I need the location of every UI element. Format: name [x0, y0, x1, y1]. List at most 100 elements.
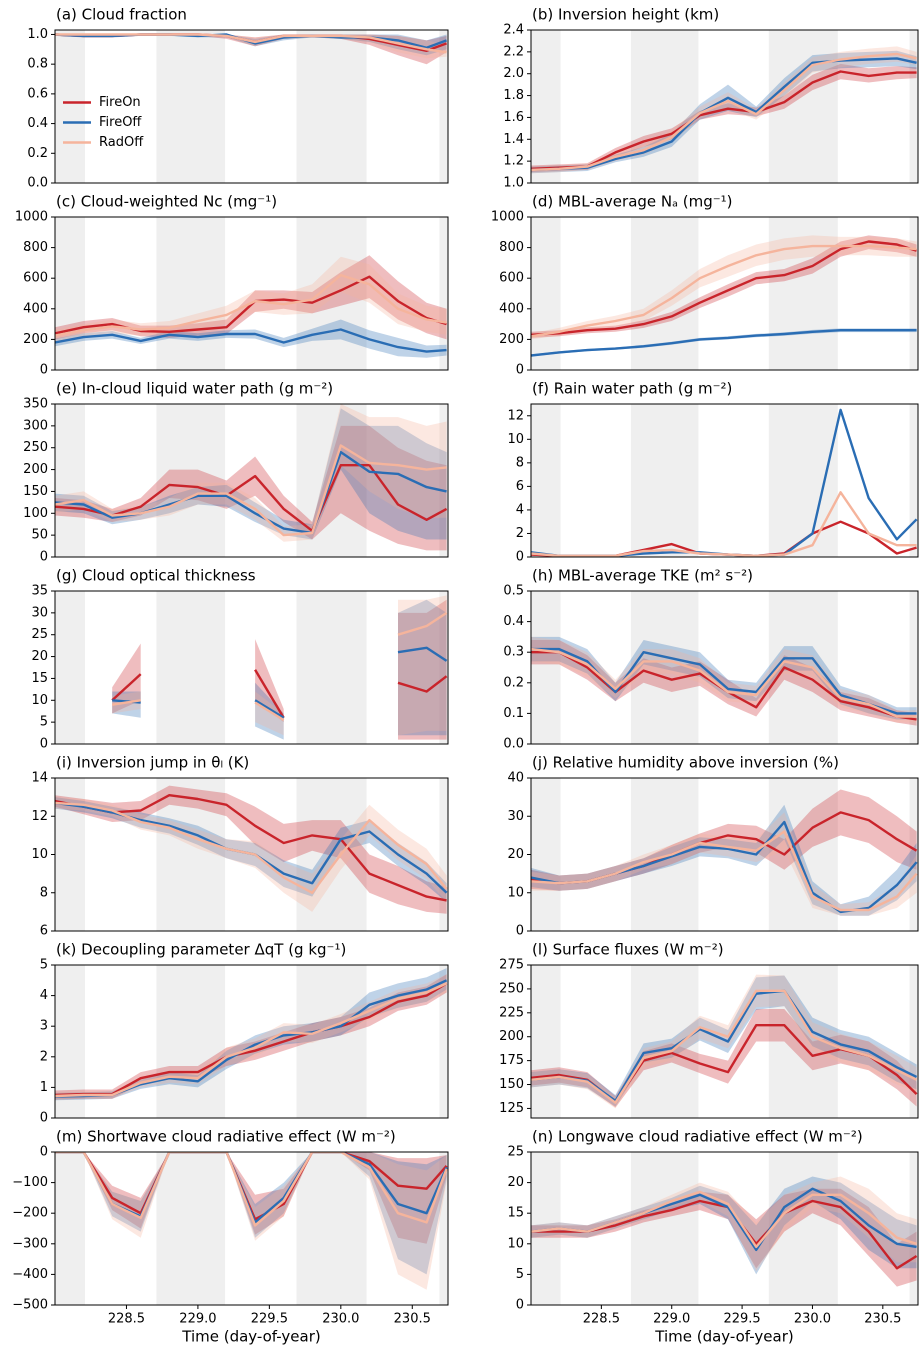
plot-area — [531, 591, 918, 744]
axes-frame — [54, 1151, 449, 1306]
series-line — [55, 328, 447, 353]
axes-frame — [530, 590, 919, 745]
y-tick-label: 0.2 — [503, 675, 524, 690]
y-tick-label: 12 — [507, 408, 524, 423]
night-shading — [55, 965, 86, 1118]
y-tick-label: 0.4 — [27, 116, 48, 131]
y-tick-label: 5 — [40, 715, 48, 730]
y-tick-label: 175 — [499, 1053, 524, 1068]
axes-frame — [54, 216, 449, 371]
night-shading — [531, 778, 561, 931]
series-line — [55, 982, 448, 1098]
y-tick-label: 20 — [31, 649, 48, 664]
night-shading — [156, 404, 226, 557]
y-tick-label: 0.0 — [27, 176, 48, 191]
night-shading — [768, 404, 838, 557]
night-shading — [156, 30, 226, 183]
x-tick-label: 228.5 — [108, 1312, 145, 1327]
night-shading — [439, 1152, 448, 1305]
panel-title: (a) Cloud fraction — [56, 6, 187, 24]
x-tick-label: 230.0 — [794, 1312, 831, 1327]
y-tick-label: 4 — [516, 502, 524, 517]
y-tick-label: 25 — [507, 1145, 524, 1160]
series-line — [55, 801, 448, 894]
night-shading — [439, 30, 448, 183]
spread-band — [531, 804, 917, 916]
panel: (a) Cloud fraction 0.0 0.2 0.4 0.6 0.8 1.0 Fire… — [27, 6, 449, 191]
spread-band — [55, 404, 447, 542]
y-tick-label: 0.5 — [503, 584, 524, 599]
y-tick-label: 6 — [516, 479, 524, 494]
panel-title: (k) Decoupling parameter ΔqT (g kg⁻¹) — [56, 941, 346, 959]
plot-area — [55, 778, 448, 931]
y-tick-label: 250 — [23, 440, 48, 455]
panel-title: (m) Shortwave cloud radiative effect (W … — [56, 1128, 396, 1146]
series-line — [531, 70, 917, 170]
series-line — [531, 57, 917, 172]
axes-frame — [54, 403, 449, 558]
plot-area — [531, 778, 918, 931]
spread-band — [531, 974, 917, 1109]
plot-area — [55, 30, 448, 183]
spread-band — [55, 968, 447, 1101]
y-tick-label: 300 — [23, 418, 48, 433]
panel: (m) Shortwave cloud radiative effect (W … — [12, 1128, 449, 1345]
spread-band — [531, 636, 917, 720]
y-tick-label: 5 — [516, 1267, 524, 1282]
y-tick-label: 0 — [40, 1145, 48, 1160]
panel-title: (f) Rain water path (g m⁻²) — [532, 380, 732, 398]
y-tick-label: −100 — [12, 1175, 48, 1190]
night-shading — [630, 778, 699, 931]
x-axis-label: Time (day-of-year) — [654, 1328, 793, 1345]
spread-band — [55, 34, 447, 59]
y-tick-label: 0 — [40, 737, 48, 752]
y-tick-label: 20 — [507, 1175, 524, 1190]
spread-band — [55, 1152, 447, 1290]
y-tick-label: 12 — [31, 809, 48, 824]
y-tick-label: 1.2 — [503, 154, 524, 169]
night-shading — [909, 404, 918, 557]
night-shading — [630, 1152, 699, 1305]
series-line — [55, 794, 447, 902]
y-tick-label: 2 — [516, 526, 524, 541]
x-tick-label: 230.5 — [864, 1312, 901, 1327]
x-tick-label: 228.5 — [583, 1312, 620, 1327]
y-tick-label: 1.0 — [503, 176, 524, 191]
night-shading — [439, 591, 448, 744]
spread-band — [531, 63, 917, 173]
night-shading — [531, 404, 561, 557]
panel-title: (e) In-cloud liquid water path (g m⁻²) — [56, 380, 333, 398]
plot-area — [55, 591, 448, 744]
y-tick-label: 0 — [516, 550, 524, 565]
y-tick-label: 8 — [40, 885, 48, 900]
axes-frame — [530, 964, 919, 1119]
night-shading — [439, 217, 448, 370]
y-tick-label: 800 — [499, 240, 524, 255]
x-tick-label: 229.0 — [179, 1312, 216, 1327]
night-shading — [296, 965, 367, 1118]
spread-band — [55, 785, 447, 914]
y-tick-label: 0.8 — [27, 57, 48, 72]
y-tick-label: 275 — [499, 958, 524, 973]
y-tick-label: 1 — [40, 1080, 48, 1095]
series-line — [531, 830, 918, 912]
y-tick-label: 20 — [507, 847, 524, 862]
y-tick-label: 200 — [499, 332, 524, 347]
y-tick-label: 200 — [23, 332, 48, 347]
plot-area — [531, 404, 918, 557]
spread-band — [531, 1176, 917, 1275]
panel: (k) Decoupling parameter ΔqT (g kg⁻¹) 0 1 2… — [40, 941, 449, 1126]
y-tick-label: 30 — [31, 605, 48, 620]
spread-band — [531, 50, 917, 174]
y-tick-label: 10 — [507, 885, 524, 900]
panel-title: (b) Inversion height (km) — [532, 6, 719, 24]
y-tick-label: 30 — [507, 809, 524, 824]
panel: (d) MBL-average Nₐ (mg⁻¹) 0 200 400 600 800 10… — [491, 193, 919, 378]
night-shading — [531, 591, 561, 744]
y-tick-label: 1.6 — [503, 110, 524, 125]
spread-band — [531, 640, 917, 726]
y-tick-label: 600 — [499, 271, 524, 286]
plot-area — [531, 1152, 918, 1305]
y-tick-label: 14 — [31, 771, 48, 786]
